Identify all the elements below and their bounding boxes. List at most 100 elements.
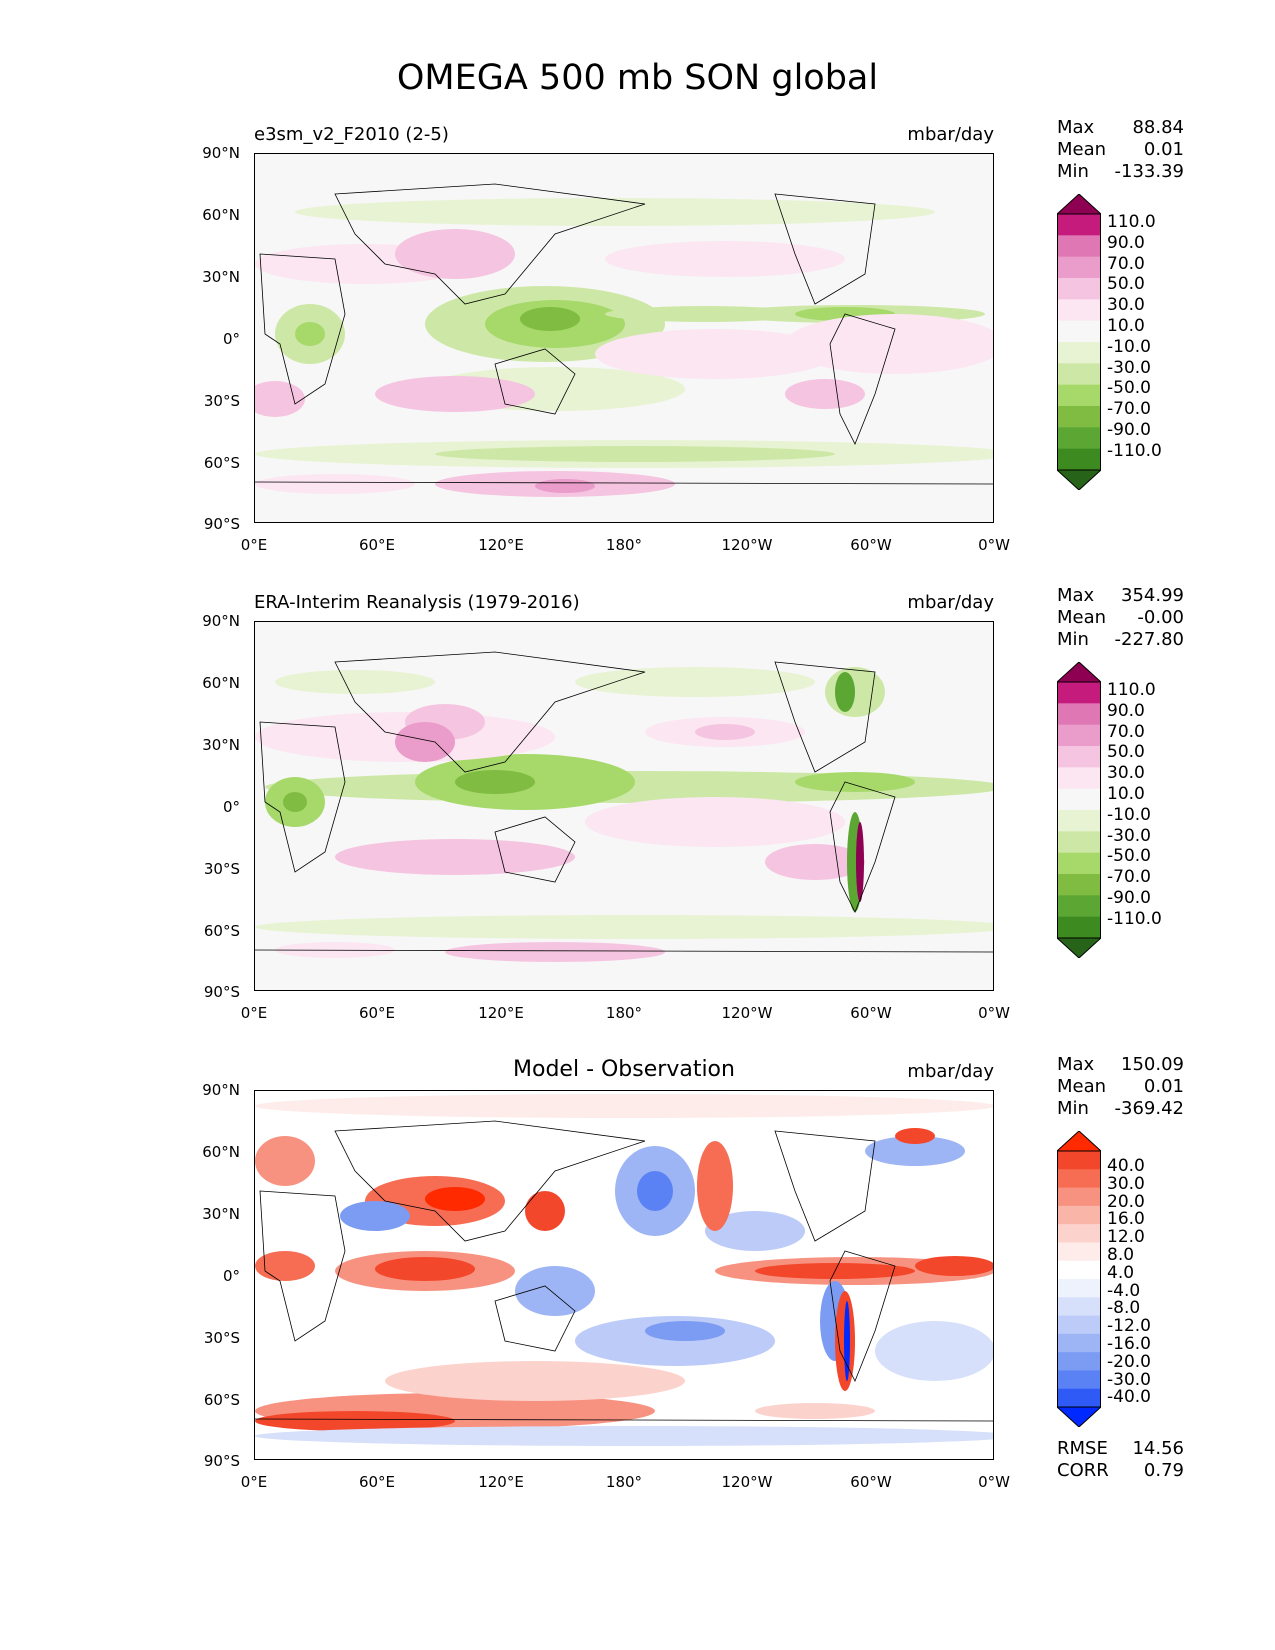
lon-tick: 60°W [850,536,892,554]
stat-value: -227.80 [1114,629,1184,650]
colorbar-segment [1057,895,1101,918]
colorbar-tick-label: -16.0 [1107,1334,1151,1354]
colorbar-segment [1057,1333,1101,1353]
colorbar-tick-label: -90.0 [1107,420,1151,440]
colorbar-tick-label: -30.0 [1107,825,1151,846]
colorbar-segment [1057,810,1101,832]
colorbar-top-extend [1057,1131,1101,1152]
map-observation-field [255,622,993,990]
colorbar-tick-label: -40.0 [1107,1387,1151,1408]
colorbar-tick-label: 110.0 [1107,680,1156,700]
lat-tick: 90°S [203,1452,240,1470]
colorbar [1057,662,1101,958]
colorbar-segment [1057,363,1101,386]
lon-tick: 180° [605,536,643,554]
lat-tick: 60°S [203,454,240,472]
colorbar-segment [1057,831,1101,854]
colorbar-tick-label: 4.0 [1107,1262,1135,1283]
colorbar-bottom-extend [1057,937,1101,958]
stat-label: Max [1057,1054,1095,1075]
colorbar-segment [1057,1169,1101,1189]
colorbar-tick-label: -50.0 [1107,846,1151,867]
stats-box: Max 88.84 Mean 0.01 Min -133.39 [1057,117,1184,183]
lat-tick: 90°N [202,612,240,630]
lon-tick: 0°W [978,1473,1010,1491]
colorbar-bottom-extend [1057,1406,1101,1427]
colorbar-tick-label: -10.0 [1107,336,1151,357]
colorbar-tick-label: 70.0 [1107,253,1145,274]
colorbar-tick-label: 50.0 [1107,274,1145,295]
colorbar-segment [1057,724,1101,747]
colorbar-tick-label: 50.0 [1107,742,1145,763]
lat-tick: 30°N [202,736,240,754]
lon-tick: 120°W [721,536,773,554]
stat-label: Mean [1057,1076,1107,1097]
lat-tick: 30°N [202,268,240,286]
lat-tick: 30°S [203,392,240,410]
figure-title: OMEGA 500 mb SON global [396,58,879,98]
panel-title: Model - Observation [513,1057,735,1082]
colorbar-segment [1057,682,1101,704]
lat-tick: 90°S [203,983,240,1001]
lat-tick: 60°N [202,674,240,692]
colorbar-segment [1057,746,1101,768]
panel-difference: Model - Observation mbar/day [0,0,1275,1491]
colorbar-frame [1057,681,1101,939]
colorbar-segment [1057,1352,1101,1371]
colorbar-segment [1057,256,1101,279]
colorbar-segment [1057,1151,1101,1170]
metric-value: 0.79 [1143,1460,1184,1481]
stat-value: 150.09 [1121,1054,1184,1075]
colorbar-segment [1057,214,1101,236]
stat-label: Mean [1057,139,1107,160]
panel-units: mbar/day [907,124,994,145]
colorbar-tick-label: 30.0 [1107,763,1145,784]
lat-tick: 30°S [203,860,240,878]
colorbar-tick-label: -70.0 [1107,867,1151,888]
colorbar-tick-label: 20.0 [1107,1191,1145,1212]
lat-tick: 60°N [202,1143,240,1161]
colorbar-segment [1057,788,1101,811]
colorbar-tick-label: -10.0 [1107,804,1151,825]
colorbar-segment [1057,1370,1101,1390]
lat-tick: 90°N [202,1081,240,1099]
panel-observation: ERA-Interim Reanalysis (1979-2016) mbar/… [0,0,1275,1022]
lon-tick: 60°E [358,536,396,554]
map-difference [254,1090,994,1460]
lon-tick: 60°W [850,1004,892,1022]
map-observation [254,621,994,991]
colorbar-tick-label: -8.0 [1107,1298,1141,1319]
stat-label: Max [1057,117,1095,138]
colorbar-segment [1057,1187,1101,1207]
colorbar-segment [1057,1315,1101,1335]
stat-value: -133.39 [1114,161,1184,182]
lon-tick: 0°E [240,536,268,554]
colorbar-tick-label: -20.0 [1107,1351,1151,1372]
colorbar-tick-label: -30.0 [1107,357,1151,378]
map-difference-field [255,1091,993,1459]
stat-value: 88.84 [1132,117,1184,138]
colorbar-tick-label: 16.0 [1107,1209,1145,1230]
lon-tick: 60°W [850,1473,892,1491]
lat-tick: 90°S [203,515,240,533]
colorbar-tick-label: 30.0 [1107,295,1145,316]
colorbar-tick-label: 10.0 [1107,316,1145,336]
colorbar-tick-label: 90.0 [1107,700,1145,721]
lat-tick: 60°S [203,922,240,940]
colorbar-segment [1057,1205,1101,1225]
lon-tick: 120°W [721,1473,773,1491]
colorbar [1057,1131,1101,1427]
lat-tick: 60°S [203,1391,240,1409]
colorbar-segment [1057,1224,1101,1243]
lon-tick: 0°E [240,1473,268,1491]
lon-tick: 120°E [478,1473,524,1491]
colorbar-segment [1057,767,1101,790]
lon-tick: 120°W [721,1004,773,1022]
map-model [254,153,994,523]
colorbar-segment [1057,1242,1101,1262]
lon-tick: 180° [605,1004,643,1022]
colorbar-segment [1057,916,1101,939]
lat-tick: 30°N [202,1205,240,1223]
lat-tick: 0° [222,330,240,348]
colorbar-tick-label: 90.0 [1107,232,1145,253]
